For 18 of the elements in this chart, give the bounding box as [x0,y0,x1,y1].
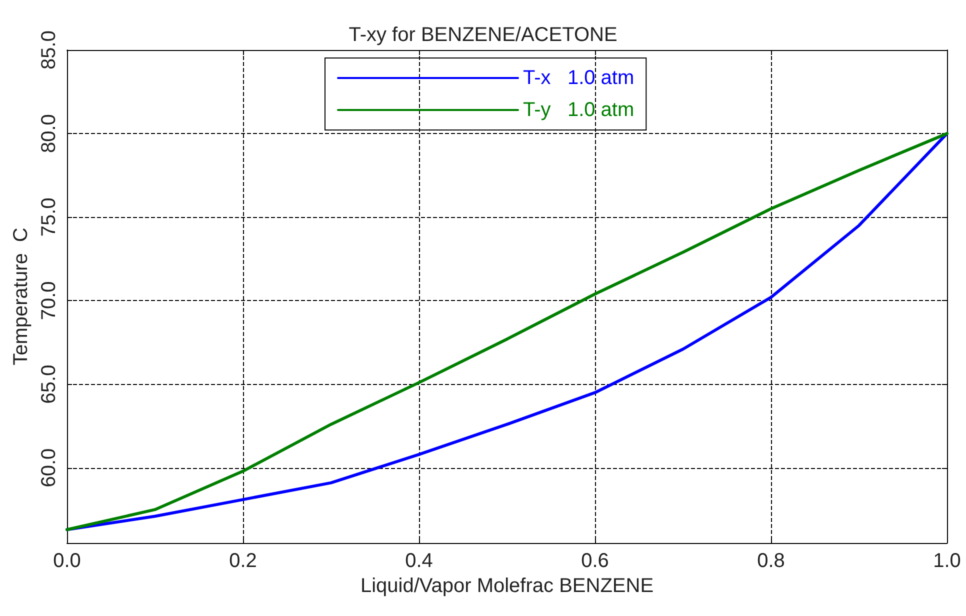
line-series [66,132,948,532]
y-tick-label: 75.0 [38,198,60,237]
y-tick-label: 60.0 [38,448,60,488]
y-axis-title: Temperature C [10,228,32,366]
x-tick-label: 0.6 [581,550,609,572]
x-tick-label: 0.0 [53,550,81,572]
x-tick-label: 1.0 [933,550,961,572]
text: T-y 1.0 atm [523,99,634,121]
x-axis-title: Liquid/Vapor Molefrac BENZENE [360,574,654,597]
x-tick-label: 0.2 [229,550,257,572]
x-tick-label: 0.8 [757,550,785,572]
y-tick-label: 80.0 [38,114,60,154]
chart-title: T-xy for BENZENE/ACETONE [348,24,618,46]
y-tick-label: 85.0 [38,30,60,70]
text: T-x 1.0 atm [523,67,634,89]
x-tick-label: 0.4 [405,550,433,572]
y-tick-label: 65.0 [38,364,60,404]
y-tick-label: 70.0 [38,281,60,320]
